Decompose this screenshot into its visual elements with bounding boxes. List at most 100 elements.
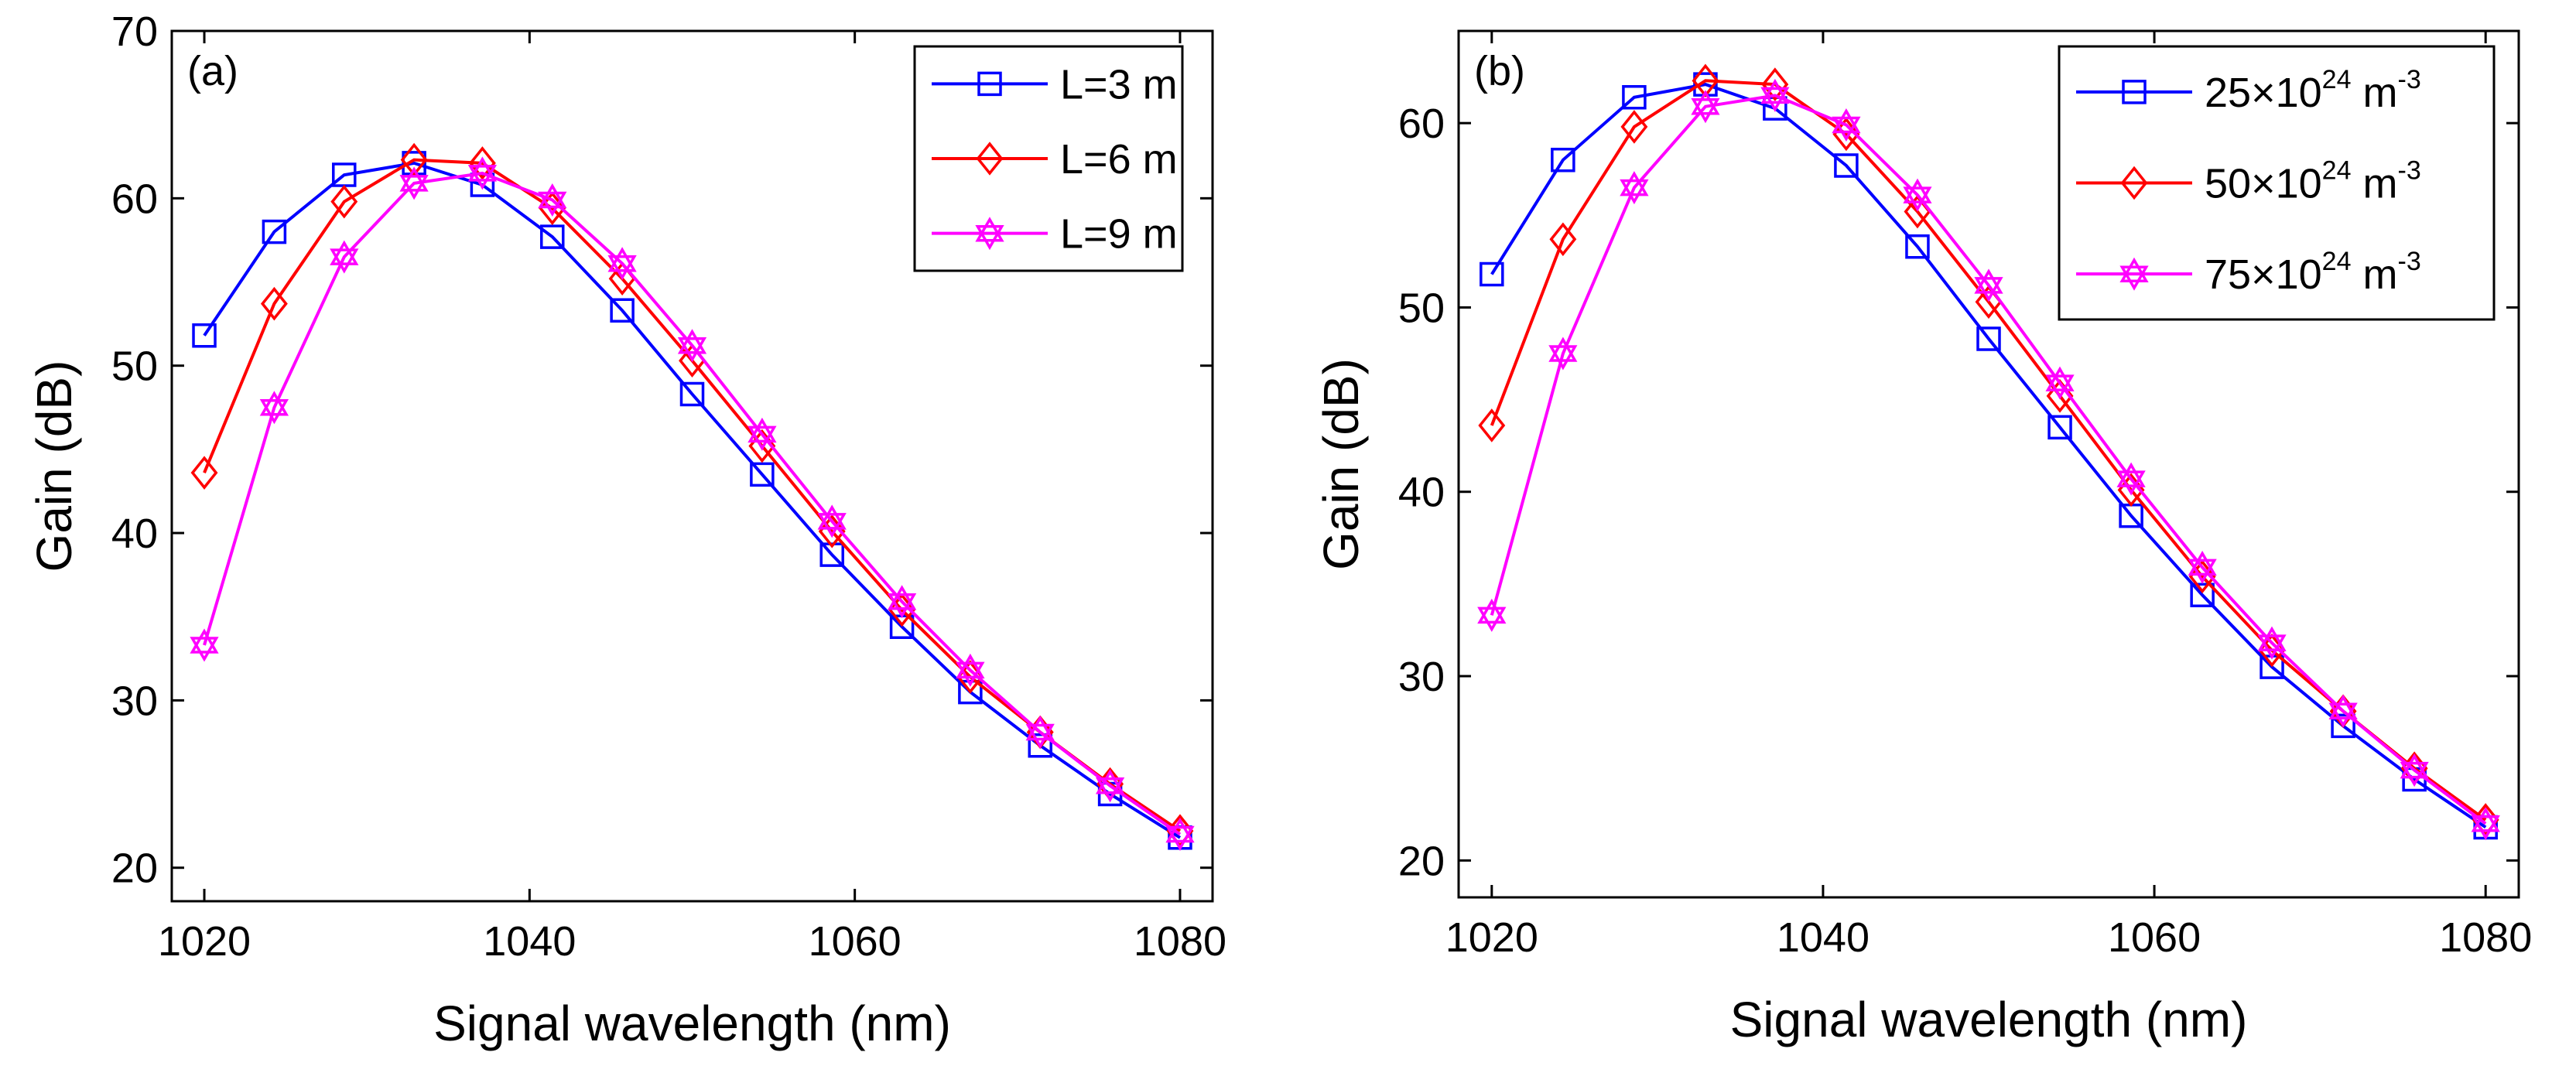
series-line (203, 161, 1182, 839)
legend-label: L=9 m (1060, 211, 1178, 258)
data-point (190, 628, 219, 662)
legend-marker (2119, 257, 2149, 291)
data-point (1905, 234, 1930, 259)
x-tick-label: 1040 (1777, 914, 1870, 961)
y-tick-label: 40 (1398, 470, 1445, 516)
data-point (468, 146, 496, 180)
legend-label: L=6 m (1060, 136, 1178, 183)
data-point (1622, 85, 1647, 110)
data-point (1548, 337, 1578, 371)
series-line (1490, 94, 2487, 825)
legend-label: 75×1024 m-3 (2205, 247, 2421, 298)
plot-area-frame (1457, 29, 2520, 899)
data-point (607, 247, 637, 281)
data-point (399, 166, 429, 200)
data-point (539, 191, 566, 226)
data-point (330, 184, 358, 219)
data-point (2119, 503, 2143, 528)
data-point (1480, 261, 1504, 287)
series-line (1490, 83, 2487, 829)
legend-marker (2122, 80, 2147, 104)
data-point (1095, 769, 1125, 803)
series-2 (190, 156, 1195, 851)
panel-label: (b) (1474, 48, 1525, 94)
legend-marker (977, 71, 1002, 97)
data-point (1832, 117, 1860, 152)
data-point (956, 653, 985, 687)
data-point (677, 329, 707, 363)
data-point (889, 614, 915, 639)
data-point (888, 593, 916, 627)
data-point (2188, 550, 2217, 584)
data-point (1976, 326, 2001, 351)
data-point (467, 156, 498, 190)
y-tick-label: 20 (1398, 838, 1445, 884)
data-point (259, 391, 289, 425)
x-tick-label: 1040 (483, 918, 576, 965)
data-point (887, 585, 917, 619)
y-tick-label: 60 (1398, 101, 1445, 147)
data-point (817, 504, 847, 538)
x-tick-label: 1020 (158, 918, 251, 965)
data-point (330, 240, 359, 274)
data-point (819, 542, 844, 567)
data-point (1477, 598, 1507, 632)
data-point (1692, 63, 1719, 98)
y-tick-label: 50 (111, 343, 158, 390)
data-point (1760, 78, 1790, 112)
x-tick-label: 1080 (1134, 918, 1226, 965)
legend-marker (2120, 166, 2148, 200)
data-point (2472, 803, 2499, 837)
y-axis-title: Gain (dB) (1313, 358, 1369, 570)
data-point (1097, 781, 1123, 807)
series-line (203, 171, 1182, 836)
y-axis-title: Gain (dB) (26, 360, 82, 572)
x-tick-label: 1060 (809, 918, 901, 965)
data-point (2400, 753, 2429, 787)
y-tick-label: 60 (111, 176, 158, 222)
data-point (750, 462, 775, 487)
data-point (2190, 582, 2215, 607)
data-point (2045, 366, 2075, 400)
series-0 (1480, 72, 2498, 840)
data-point (679, 381, 705, 407)
y-tick-label: 70 (111, 9, 158, 55)
y-tick-label: 20 (111, 846, 158, 892)
y-tick-label: 30 (1398, 654, 1445, 700)
data-point (2116, 462, 2146, 496)
y-tick-label: 40 (111, 511, 158, 557)
data-point (1549, 222, 1577, 257)
data-point (1832, 108, 1861, 142)
data-point (1761, 67, 1789, 101)
data-point (262, 219, 287, 244)
legend-label: 25×1024 m-3 (2205, 65, 2421, 116)
data-point (1691, 90, 1720, 124)
x-axis-title: Signal wavelength (nm) (433, 996, 951, 1051)
legend-marker (976, 142, 1004, 176)
data-point (2402, 767, 2427, 792)
panel-label: (a) (187, 48, 238, 94)
data-point (260, 286, 288, 321)
x-tick-label: 1080 (2439, 914, 2532, 961)
data-point (1478, 408, 1506, 442)
legend-label: 50×1024 m-3 (2205, 156, 2421, 207)
data-point (2260, 654, 2284, 679)
data-point (2047, 415, 2072, 440)
data-point (1165, 818, 1195, 851)
y-tick-label: 50 (1398, 285, 1445, 331)
data-point (332, 162, 357, 187)
data-point (1620, 110, 1648, 144)
x-tick-label: 1020 (1445, 914, 1538, 961)
data-point (192, 323, 217, 348)
data-point (2471, 807, 2500, 841)
data-point (1620, 171, 1649, 205)
legend-label: L=3 m (1060, 61, 1178, 108)
x-axis-title: Signal wavelength (nm) (1730, 992, 2248, 1047)
data-point (747, 417, 777, 451)
data-point (2257, 626, 2287, 660)
x-tick-label: 1060 (2108, 914, 2201, 961)
data-point (610, 298, 635, 323)
chart-panel-a: 1020 1040 1060 1080 20 30 40 50 60 70 Signal wavel… (26, 9, 1226, 1051)
data-point (190, 456, 218, 490)
